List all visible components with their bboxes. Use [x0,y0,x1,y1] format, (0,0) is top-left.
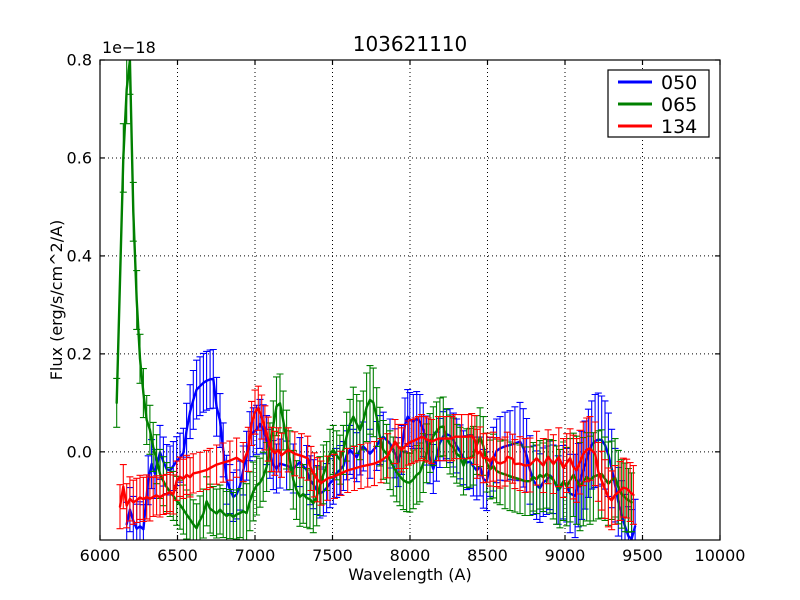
legend-label-050: 050 [661,72,697,94]
legend: 050 065 134 [607,69,710,138]
tick-layer: 6000 6500 7000 7500 8000 8500 9000 9500 10000 0.0… [67,51,746,566]
tick-label-x-9500: 9500 [622,546,663,565]
series-line-065 [115,60,633,530]
chart-title: 103621110 [353,32,468,56]
series-134 [116,385,637,531]
tick-label-x-7000: 7000 [235,546,276,565]
tick-label-x-7500: 7500 [312,546,353,565]
axes-frame [99,59,721,541]
tick-label-x-10000: 10000 [695,546,746,565]
tick-label-x-9000: 9000 [545,546,586,565]
series-line-134 [118,407,635,508]
tick-label-x-8000: 8000 [390,546,431,565]
legend-label-134: 134 [661,116,697,138]
tick-label-y-0.2: 0.2 [67,344,92,363]
tick-label-x-6000: 6000 [80,546,121,565]
legend-label-065: 065 [661,94,697,116]
tick-label-y-0.8: 0.8 [67,51,92,70]
tick-label-x-6500: 6500 [157,546,198,565]
tick-label-x-8500: 8500 [467,546,508,565]
data-layer [113,60,639,540]
tick-label-y-0.6: 0.6 [67,148,92,167]
tick-label-y-0.4: 0.4 [67,246,92,265]
y-axis-offset-label: 1e−18 [102,38,156,57]
y-axis-label: Flux (erg/s/cm^2/A) [47,220,66,381]
tick-label-y-0: 0.0 [67,442,92,461]
x-axis-label: Wavelength (A) [348,565,471,584]
